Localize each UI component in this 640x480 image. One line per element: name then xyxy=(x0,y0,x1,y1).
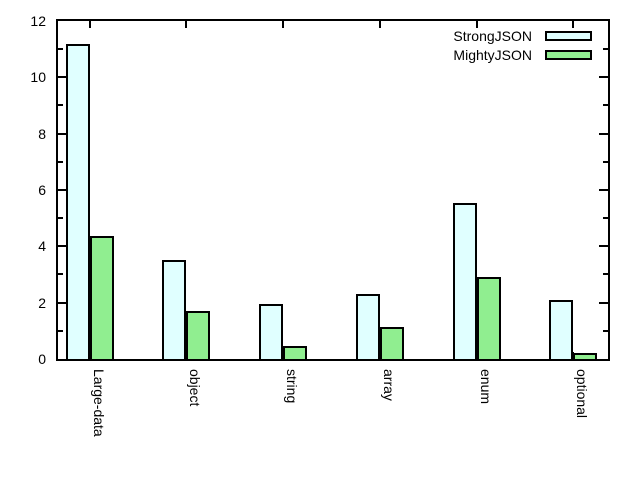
y-minor-tick-right xyxy=(603,330,608,332)
y-major-tick-right xyxy=(599,302,608,304)
category-label-object: object xyxy=(187,369,204,407)
bar-mightyjson-enum xyxy=(476,277,501,361)
bar-strongjson-large-data xyxy=(65,44,90,361)
bar-mightyjson-object xyxy=(186,311,211,361)
y-major-tick-right xyxy=(599,76,608,78)
bar-mightyjson-optional xyxy=(573,353,598,361)
x-tick-top xyxy=(282,21,285,28)
y-minor-tick-left xyxy=(58,104,63,106)
category-label-array: array xyxy=(380,369,397,401)
y-major-tick-left xyxy=(58,302,67,304)
y-tick-label-12: 12 xyxy=(30,12,46,29)
y-tick-label-4: 4 xyxy=(38,238,46,255)
y-minor-tick-right xyxy=(603,273,608,275)
y-minor-tick-left xyxy=(58,161,63,163)
y-major-tick-left xyxy=(58,245,67,247)
bar-mightyjson-string xyxy=(283,346,308,361)
bar-strongjson-optional xyxy=(549,300,574,361)
legend-row-mightyjson: MightyJSON xyxy=(453,45,592,64)
x-tick-top xyxy=(88,21,91,28)
y-minor-tick-left xyxy=(58,273,63,275)
y-minor-tick-right xyxy=(603,104,608,106)
x-tick-top xyxy=(185,21,188,28)
legend-label-mightyjson: MightyJSON xyxy=(453,46,532,63)
category-label-string: string xyxy=(284,369,301,404)
y-tick-label-10: 10 xyxy=(30,69,46,86)
y-tick-label-8: 8 xyxy=(38,125,46,142)
bar-mightyjson-array xyxy=(379,327,404,361)
y-tick-label-6: 6 xyxy=(38,181,46,198)
y-tick-label-0: 0 xyxy=(38,351,46,367)
y-minor-tick-right xyxy=(603,161,608,163)
y-major-tick-left xyxy=(58,189,67,191)
x-tick-top xyxy=(572,21,575,28)
legend: StrongJSON MightyJSON xyxy=(453,26,592,64)
y-major-tick-right xyxy=(599,189,608,191)
category-label-optional: optional xyxy=(574,369,591,419)
y-minor-tick-left xyxy=(58,217,63,219)
legend-label-strongjson: StrongJSON xyxy=(453,27,532,44)
plot-inner: StrongJSON MightyJSON xyxy=(58,21,608,361)
y-major-tick-right xyxy=(599,245,608,247)
x-tick-top xyxy=(378,21,381,28)
legend-swatch-strongjson-icon xyxy=(545,30,592,41)
bar-strongjson-object xyxy=(162,260,187,361)
y-minor-tick-left xyxy=(58,48,63,50)
category-label-enum: enum xyxy=(477,369,494,405)
y-major-tick-right xyxy=(599,133,608,135)
x-tick-top xyxy=(475,21,478,28)
bar-mightyjson-large-data xyxy=(89,236,114,361)
y-minor-tick-left xyxy=(58,330,63,332)
y-major-tick-left xyxy=(58,133,67,135)
y-minor-tick-right xyxy=(603,217,608,219)
legend-swatch-mightyjson-icon xyxy=(545,49,592,60)
bar-strongjson-string xyxy=(259,304,284,361)
bar-strongjson-enum xyxy=(452,203,477,361)
legend-row-strongjson: StrongJSON xyxy=(453,26,592,45)
y-major-tick-left xyxy=(58,76,67,78)
y-tick-label-2: 2 xyxy=(38,294,46,311)
plot-area: StrongJSON MightyJSON xyxy=(56,19,610,361)
y-minor-tick-right xyxy=(603,48,608,50)
bar-strongjson-array xyxy=(355,294,380,361)
category-label-large-data: Large-data xyxy=(90,369,107,437)
